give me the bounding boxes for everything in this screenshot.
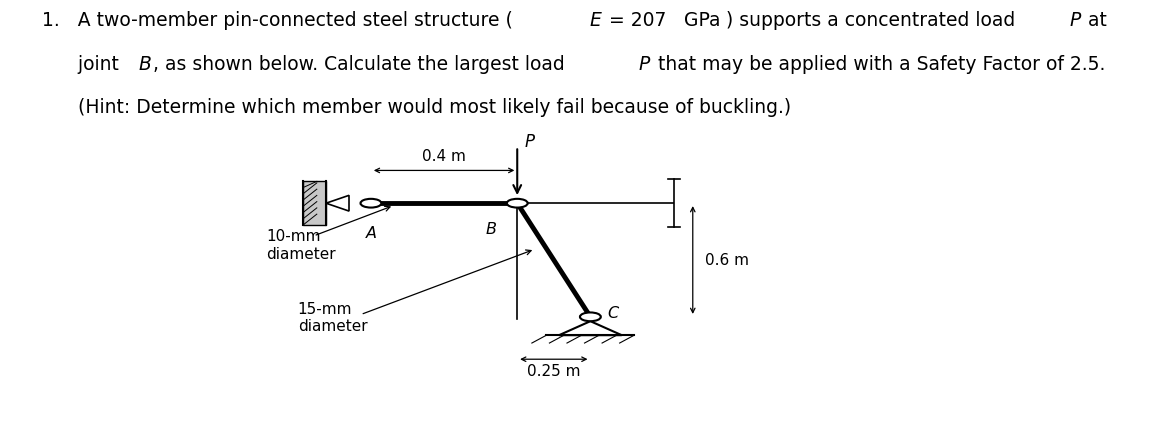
Text: 1.   A two-member pin-connected steel structure (: 1. A two-member pin-connected steel stru… [42,11,513,30]
Text: C: C [607,306,618,321]
Text: at: at [1082,11,1107,30]
Text: ) supports a concentrated load: ) supports a concentrated load [726,11,1021,30]
Text: B: B [486,222,496,236]
Text: 10-mm: 10-mm [267,229,321,244]
Text: E: E [589,11,601,30]
Circle shape [507,199,528,208]
Text: joint: joint [42,55,124,73]
Circle shape [580,312,601,321]
Text: GPa: GPa [683,11,720,30]
Polygon shape [559,321,622,335]
Text: diameter: diameter [267,247,336,262]
Text: (Hint: Determine which member would most likely fail because of buckling.): (Hint: Determine which member would most… [42,98,791,117]
Text: 15-mm: 15-mm [298,302,353,316]
Text: P: P [1070,11,1080,30]
Text: = 207: = 207 [603,11,673,30]
Text: P: P [524,133,535,151]
Text: , as shown below. Calculate the largest load: , as shown below. Calculate the largest … [153,55,571,73]
Text: B: B [138,55,151,73]
Text: diameter: diameter [298,319,368,334]
Text: P: P [639,55,650,73]
Text: 0.4 m: 0.4 m [422,149,466,164]
Circle shape [361,199,382,208]
Polygon shape [326,195,349,211]
Text: that may be applied with a Safety Factor of 2.5.: that may be applied with a Safety Factor… [652,55,1105,73]
Text: 0.25 m: 0.25 m [527,364,580,379]
Text: 0.6 m: 0.6 m [705,253,749,267]
Bar [303,181,326,225]
Text: A: A [365,226,377,241]
